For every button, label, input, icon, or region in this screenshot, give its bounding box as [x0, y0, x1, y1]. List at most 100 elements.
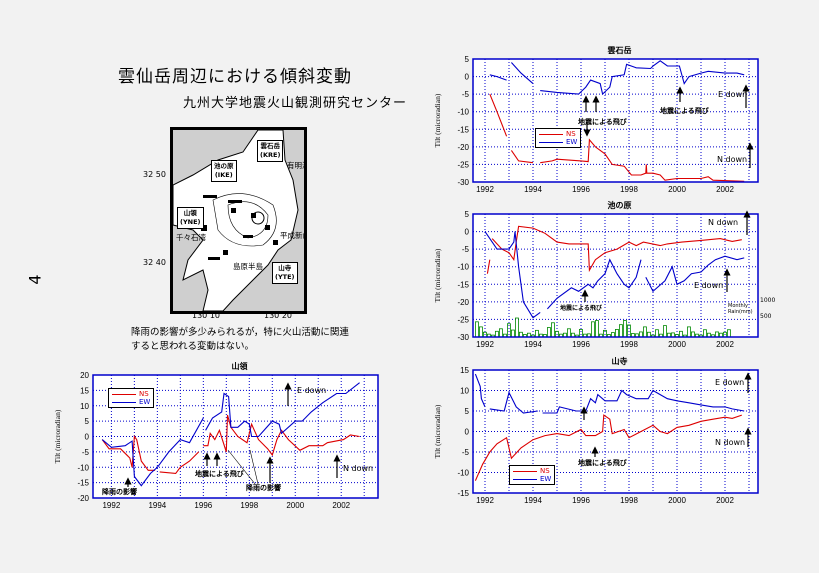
y-tick-label: 0 — [85, 433, 90, 442]
y-tick-label: 5 — [465, 407, 470, 416]
legend-label-ns: NS — [139, 390, 149, 398]
y-axis-label: Tilt (microradian) — [433, 404, 442, 458]
place-heisei-shinzan: 平成新山 — [280, 231, 307, 240]
x-tick-label: 2002 — [716, 185, 734, 194]
x-tick-label: 1994 — [524, 340, 542, 349]
y-tick-label: 10 — [80, 402, 89, 411]
place-chijiwa-bay: 千々石湾 — [176, 233, 206, 242]
legend-label-ew: EW — [540, 475, 552, 483]
y-tick-label: -30 — [457, 333, 469, 342]
series-line-ew — [540, 60, 745, 96]
legend-kre: NS EW — [535, 128, 582, 148]
e-down-label: E down — [715, 378, 745, 387]
legend-swatch-ns — [513, 470, 537, 472]
station-label-yne: 山領 (YNE) — [177, 207, 204, 229]
y-tick-label: 15 — [460, 366, 469, 375]
chart-yne: 20 15 10 5 0 -5 -10 -15 -20 1992 1994 1996 1998 2000 2… — [50, 356, 390, 516]
station-name: 山領 — [183, 209, 197, 217]
x-tick-label: 1992 — [102, 501, 120, 510]
series-line-ns — [159, 451, 200, 474]
series-line-ew — [489, 74, 507, 81]
series-line-ew — [645, 255, 745, 293]
chart-title: 池の原 — [608, 200, 632, 210]
chart-title: 山寺 — [612, 356, 628, 366]
annotation-quake-jump: 地震による飛び — [578, 459, 627, 467]
y-tick-label: -15 — [77, 479, 89, 488]
plot-frame — [472, 213, 759, 338]
series-line-ew — [510, 62, 534, 85]
series-line-ew — [489, 390, 538, 414]
station-code: (YTE) — [275, 273, 295, 281]
y-tick-label: 15 — [80, 386, 89, 395]
page-number: 4 — [25, 274, 45, 285]
rain-axis-500: 500 — [760, 313, 772, 320]
x-tick-label: 1992 — [476, 496, 494, 505]
plot-area — [473, 214, 758, 337]
institution-name: 九州大学地震火山観測研究センター — [183, 96, 408, 111]
legend-swatch-ew — [539, 141, 563, 143]
station-name: 山寺 — [278, 264, 292, 272]
x-tick-label: 2002 — [332, 501, 350, 510]
y-tick-label: -20 — [77, 494, 89, 503]
chart-title: 山領 — [232, 361, 249, 371]
annotation-quake-jump: 地震による飛び — [660, 107, 709, 115]
series-line-ns — [486, 259, 491, 274]
peninsula-outline — [173, 130, 299, 311]
y-tick-label: 10 — [460, 387, 469, 396]
lat-label: 32 50 — [143, 170, 166, 179]
annotation-quake-jump: 地震による飛び — [560, 305, 602, 312]
station-code: (KRE) — [260, 151, 281, 159]
legend-swatch-ns — [112, 393, 136, 395]
x-tick-label: 1996 — [572, 340, 590, 349]
x-tick-label: 1992 — [476, 185, 494, 194]
annotation-quake-jump: 地震による飛び — [195, 470, 244, 478]
series-line-ns — [474, 414, 742, 481]
series-line-ns — [540, 138, 745, 182]
legend-swatch-ew — [112, 401, 136, 403]
chart-yte: 15 10 5 0 -5 -10 -15 1992 1994 1996 1998 2000 2002 山寺… — [430, 351, 770, 511]
lon-label: 130 20 — [264, 311, 292, 320]
chart-yne-svg: 20 15 10 5 0 -5 -10 -15 -20 1992 1994 1996 1998 2000 2… — [53, 361, 379, 510]
station-map: 雲石岳(KRE) 池の原(IKE) 山領(YNE) 山寺(YTE) 有明海 千々… — [170, 127, 307, 314]
y-tick-label: -10 — [77, 463, 89, 472]
place-ariake-sea: 有明海 — [287, 161, 304, 170]
x-tick-label: 1998 — [620, 496, 638, 505]
n-down-label: N down — [343, 464, 374, 473]
plot-frame — [472, 58, 759, 183]
y-tick-label: -5 — [462, 245, 470, 254]
y-tick-label: -10 — [457, 469, 469, 478]
station-name: 雲石岳 — [260, 142, 280, 150]
y-tick-label: -5 — [462, 448, 470, 457]
legend-swatch-ns — [539, 133, 563, 135]
y-tick-label: -25 — [457, 315, 469, 324]
place-shimabara-peninsula: 島原半島 — [233, 262, 263, 271]
chart-ike-svg: 5 0 -5 -10 -15 -20 -25 -30 1992 1994 1996 1998 2000 2… — [433, 200, 759, 349]
x-tick-label: 1994 — [524, 185, 542, 194]
rain-axis-1000: 1000 — [760, 297, 776, 304]
y-tick-label: -20 — [457, 143, 469, 152]
y-tick-label: -5 — [82, 448, 90, 457]
y-tick-label: -15 — [457, 489, 469, 498]
monthly-rain-label: Monthly Rain(mm) — [728, 303, 753, 315]
y-axis-label: Tilt (microradian) — [53, 409, 62, 463]
x-tick-label: 1998 — [620, 185, 638, 194]
y-tick-label: -10 — [457, 263, 469, 272]
caption: 降雨の影響が多少みられるが，特に火山活動に関連 すると思われる変動はない。 — [131, 326, 349, 354]
station-label-ike: 池の原 (IKE) — [211, 160, 237, 182]
series-line-ew — [546, 258, 642, 310]
station-label-kre: 雲石岳 (KRE) — [257, 140, 284, 162]
x-tick-label: 1996 — [572, 496, 590, 505]
y-tick-label: -30 — [457, 178, 469, 187]
series-line-ew — [484, 231, 541, 319]
x-tick-label: 1996 — [572, 185, 590, 194]
legend-label-ew: EW — [566, 138, 578, 146]
lat-label: 32 40 — [143, 258, 166, 267]
annotation-quake-jump: 地震による飛び — [578, 118, 627, 126]
plot-frame — [472, 369, 759, 494]
e-down-label: E down — [297, 386, 327, 395]
y-tick-label: -5 — [462, 90, 470, 99]
chart-ike: 5 0 -5 -10 -15 -20 -25 -30 1992 1994 1996 1998 2000 2… — [430, 195, 770, 355]
x-tick-label: 1998 — [240, 501, 258, 510]
x-tick-label: 2002 — [716, 496, 734, 505]
y-tick-label: -15 — [457, 280, 469, 289]
